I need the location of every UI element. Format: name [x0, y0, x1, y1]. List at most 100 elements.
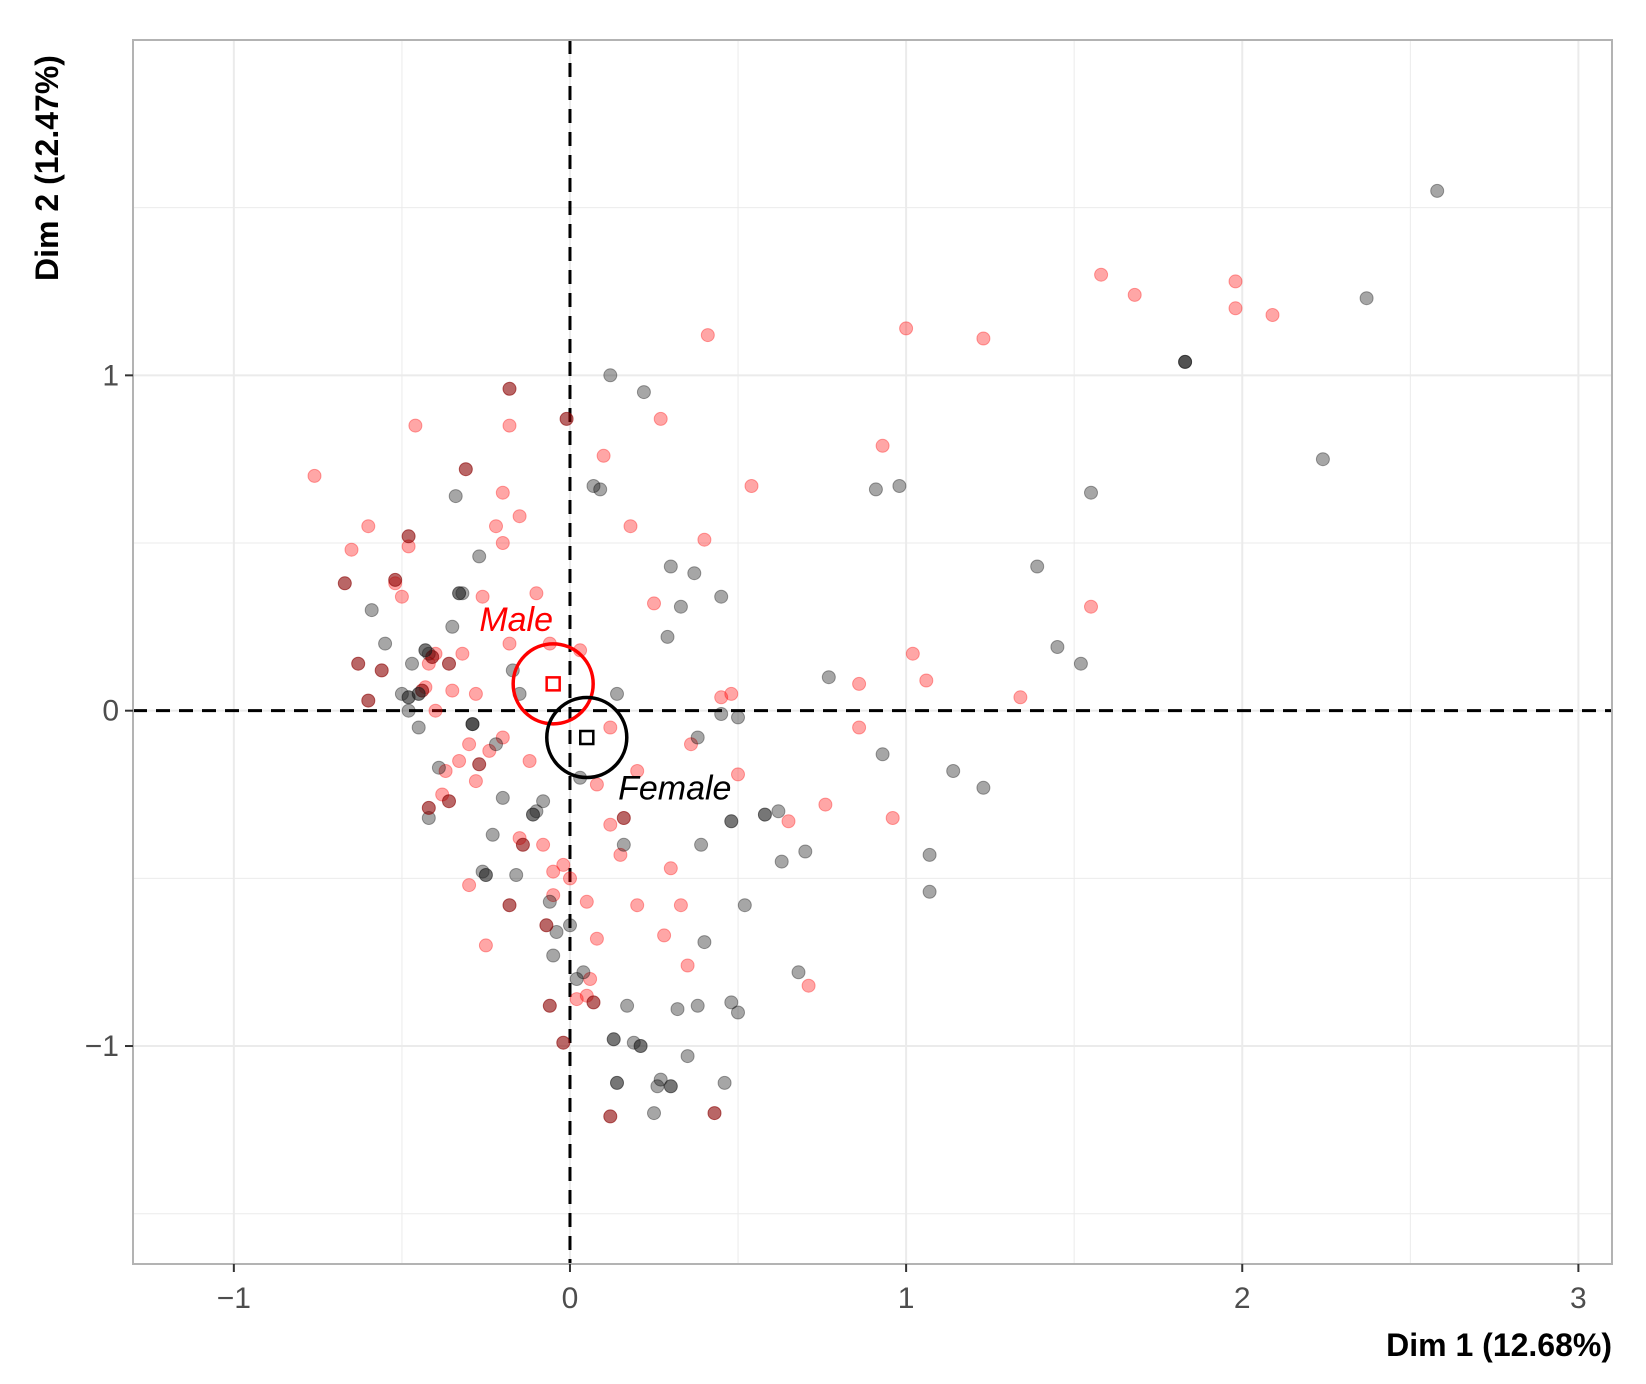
y-tick-label: −1	[85, 1030, 119, 1063]
data-point	[408, 418, 423, 433]
data-point	[411, 686, 426, 701]
data-point	[472, 757, 487, 772]
data-point	[405, 656, 419, 671]
data-point	[818, 797, 833, 812]
data-point	[401, 703, 416, 718]
data-point	[885, 811, 900, 825]
data-point	[610, 686, 624, 701]
data-point	[361, 693, 376, 708]
data-point	[1265, 308, 1280, 322]
data-point	[421, 800, 436, 815]
data-point	[468, 774, 483, 789]
data-point	[892, 479, 907, 493]
data-point	[536, 794, 551, 809]
y-axis-title: Dim 2 (12.47%)	[29, 55, 65, 281]
female-centroid-circle	[545, 695, 629, 780]
data-point	[653, 411, 668, 426]
data-point	[670, 1002, 685, 1017]
data-point	[647, 1106, 661, 1121]
data-point	[1050, 640, 1065, 654]
data-point	[475, 589, 490, 604]
female-group-label: Female	[618, 770, 731, 808]
axis-ticks: −1 0 1 2 3 −1 0 1	[85, 359, 1587, 1315]
data-point	[1084, 485, 1098, 500]
data-point	[875, 747, 890, 762]
data-point	[610, 1075, 624, 1090]
data-point	[922, 884, 937, 899]
data-point	[620, 998, 635, 1013]
data-point	[442, 656, 456, 671]
data-point	[344, 542, 359, 557]
data-point	[700, 328, 715, 343]
data-point	[364, 603, 379, 618]
data-point	[630, 764, 645, 778]
data-point	[717, 1075, 732, 1090]
data-point	[445, 619, 460, 634]
data-point	[687, 566, 702, 581]
y-tick-label: 0	[102, 695, 119, 728]
data-point	[579, 894, 594, 909]
data-point	[351, 656, 366, 671]
data-point	[445, 683, 460, 698]
data-point	[589, 931, 604, 946]
data-point	[455, 646, 470, 661]
data-point	[462, 737, 477, 752]
data-point	[539, 918, 554, 933]
data-point	[694, 837, 709, 852]
data-point	[489, 519, 503, 534]
data-point	[442, 794, 456, 809]
data-point	[388, 572, 403, 587]
data-point	[798, 844, 813, 859]
data-point	[875, 438, 890, 453]
data-point	[660, 629, 675, 644]
data-point	[616, 837, 631, 852]
data-point	[663, 1079, 678, 1094]
data-point	[465, 717, 480, 732]
data-point	[549, 925, 564, 939]
data-point	[559, 411, 574, 426]
data-point	[509, 868, 524, 882]
data-point	[502, 898, 517, 913]
data-point	[603, 1109, 618, 1124]
data-point	[589, 777, 604, 792]
data-point	[623, 519, 638, 534]
data-point	[563, 918, 577, 933]
data-point	[653, 1072, 668, 1087]
data-point	[680, 1049, 695, 1064]
data-point	[438, 764, 453, 778]
data-point	[563, 871, 577, 886]
data-point	[502, 381, 517, 396]
data-point	[821, 670, 836, 685]
data-point	[684, 737, 698, 752]
data-point	[593, 482, 608, 497]
data-point	[586, 479, 601, 493]
data-point	[1430, 183, 1445, 198]
data-point	[946, 764, 961, 778]
data-point	[1359, 291, 1374, 306]
data-point	[731, 1005, 745, 1020]
group-centroids	[511, 642, 629, 780]
data-point	[546, 948, 561, 963]
x-tick-label: 1	[898, 1282, 915, 1315]
male-group-label: Male	[479, 601, 553, 639]
data-point	[603, 720, 618, 735]
data-point	[1315, 452, 1330, 467]
data-point	[502, 418, 517, 433]
data-point	[556, 857, 571, 872]
data-point	[583, 972, 598, 986]
data-point	[636, 385, 651, 400]
data-point	[489, 737, 503, 752]
data-point	[529, 586, 544, 601]
data-point	[976, 780, 991, 795]
data-point	[502, 636, 517, 651]
data-point	[411, 720, 426, 735]
data-point	[919, 673, 934, 688]
data-point	[542, 998, 557, 1013]
data-point	[680, 958, 695, 973]
data-point	[707, 1106, 722, 1121]
data-point	[905, 646, 920, 661]
data-point	[603, 817, 618, 832]
data-point	[899, 321, 914, 336]
data-point	[337, 576, 352, 591]
